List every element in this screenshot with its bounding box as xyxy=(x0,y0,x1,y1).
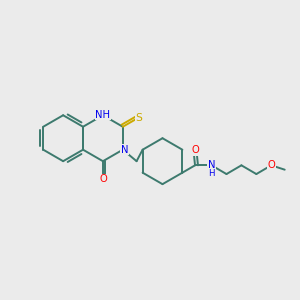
Text: S: S xyxy=(135,112,142,123)
Text: N: N xyxy=(208,160,215,170)
Text: O: O xyxy=(99,174,107,184)
Text: N: N xyxy=(121,145,128,155)
Text: O: O xyxy=(267,160,275,170)
Text: NH: NH xyxy=(95,110,110,120)
Text: H: H xyxy=(208,169,215,178)
Text: O: O xyxy=(191,146,199,155)
